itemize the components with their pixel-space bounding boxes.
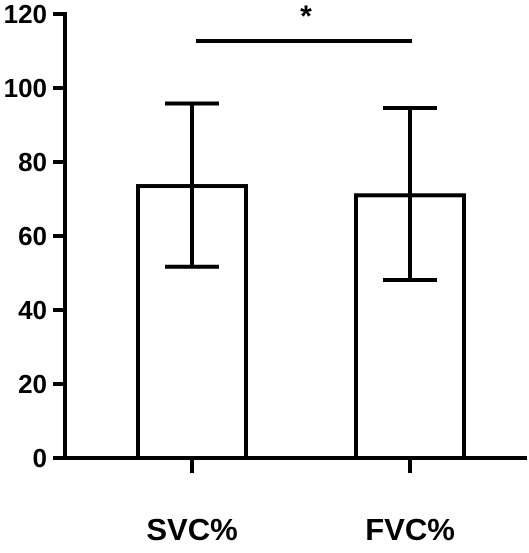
x-tick-label: FVC% — [365, 512, 455, 547]
x-tick-label: SVC% — [146, 512, 237, 547]
y-tick-label: 80 — [18, 147, 47, 177]
y-axis: 0 20 40 60 80 100 120 — [4, 0, 67, 473]
y-tick-label: 40 — [18, 295, 47, 325]
significance-label: * — [300, 0, 312, 33]
error-bars — [165, 101, 437, 283]
y-tick-label: 100 — [4, 73, 47, 103]
y-tick-label: 120 — [4, 0, 47, 29]
y-tick-label: 60 — [18, 221, 47, 251]
y-tick-label: 0 — [33, 443, 47, 473]
y-tick-label: 20 — [18, 369, 47, 399]
bars — [136, 184, 466, 461]
significance-annotation: * — [196, 0, 412, 43]
x-axis: SVC% FVC% — [63, 456, 527, 547]
